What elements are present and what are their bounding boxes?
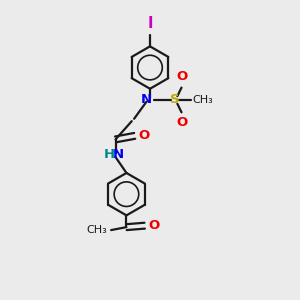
Text: I: I <box>147 16 153 31</box>
Text: N: N <box>141 93 152 106</box>
Text: CH₃: CH₃ <box>192 95 213 105</box>
Text: O: O <box>177 70 188 83</box>
Text: O: O <box>177 116 188 129</box>
Text: CH₃: CH₃ <box>86 225 107 235</box>
Text: O: O <box>149 219 160 232</box>
Text: S: S <box>170 93 180 106</box>
Text: N: N <box>113 148 124 161</box>
Text: H: H <box>103 148 115 161</box>
Text: O: O <box>139 129 150 142</box>
